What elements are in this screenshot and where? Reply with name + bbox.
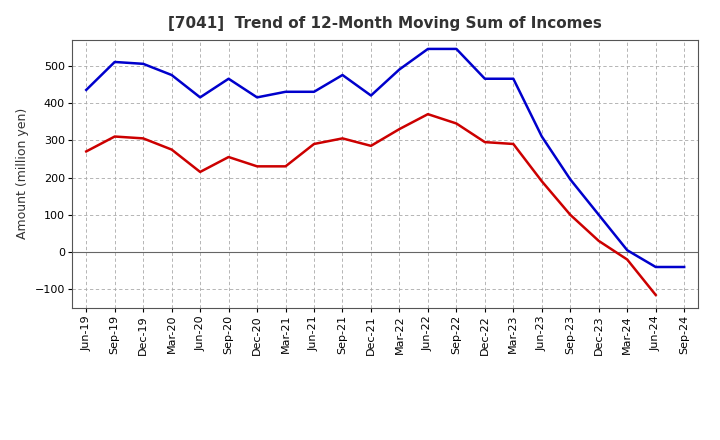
Ordinary Income bbox=[225, 76, 233, 81]
Ordinary Income bbox=[395, 67, 404, 72]
Net Income bbox=[537, 179, 546, 184]
Ordinary Income bbox=[366, 93, 375, 98]
Net Income bbox=[366, 143, 375, 148]
Net Income bbox=[139, 136, 148, 141]
Net Income bbox=[225, 154, 233, 160]
Ordinary Income bbox=[423, 46, 432, 51]
Net Income bbox=[110, 134, 119, 139]
Title: [7041]  Trend of 12-Month Moving Sum of Incomes: [7041] Trend of 12-Month Moving Sum of I… bbox=[168, 16, 602, 32]
Line: Net Income: Net Income bbox=[86, 114, 656, 295]
Ordinary Income bbox=[480, 76, 489, 81]
Ordinary Income bbox=[167, 72, 176, 77]
Net Income bbox=[423, 111, 432, 117]
Net Income bbox=[196, 169, 204, 175]
Ordinary Income bbox=[282, 89, 290, 95]
Net Income bbox=[338, 136, 347, 141]
Net Income bbox=[282, 164, 290, 169]
Y-axis label: Amount (million yen): Amount (million yen) bbox=[16, 108, 29, 239]
Net Income bbox=[395, 126, 404, 132]
Net Income bbox=[253, 164, 261, 169]
Ordinary Income bbox=[110, 59, 119, 65]
Net Income bbox=[595, 238, 603, 244]
Net Income bbox=[623, 257, 631, 262]
Ordinary Income bbox=[595, 212, 603, 217]
Net Income bbox=[652, 292, 660, 297]
Net Income bbox=[82, 149, 91, 154]
Ordinary Income bbox=[139, 61, 148, 66]
Ordinary Income bbox=[566, 177, 575, 182]
Ordinary Income bbox=[253, 95, 261, 100]
Ordinary Income bbox=[680, 264, 688, 270]
Ordinary Income bbox=[196, 95, 204, 100]
Line: Ordinary Income: Ordinary Income bbox=[86, 49, 684, 267]
Ordinary Income bbox=[537, 134, 546, 139]
Net Income bbox=[509, 141, 518, 147]
Ordinary Income bbox=[82, 87, 91, 92]
Ordinary Income bbox=[452, 46, 461, 51]
Net Income bbox=[480, 139, 489, 145]
Net Income bbox=[167, 147, 176, 152]
Net Income bbox=[452, 121, 461, 126]
Net Income bbox=[566, 212, 575, 217]
Ordinary Income bbox=[623, 248, 631, 253]
Ordinary Income bbox=[338, 72, 347, 77]
Ordinary Income bbox=[509, 76, 518, 81]
Net Income bbox=[310, 141, 318, 147]
Ordinary Income bbox=[652, 264, 660, 270]
Ordinary Income bbox=[310, 89, 318, 95]
